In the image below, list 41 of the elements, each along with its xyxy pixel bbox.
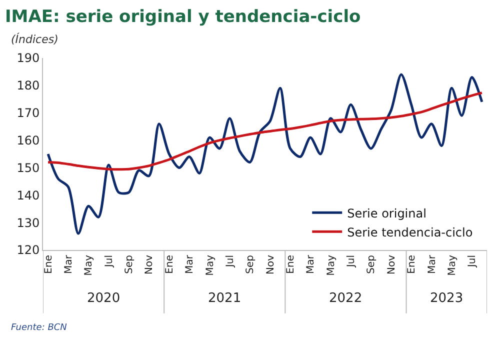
x-tick-label: May — [204, 254, 216, 276]
x-tick-label: Ene — [285, 255, 296, 274]
x-tick-label: Jul — [467, 255, 478, 268]
text: 2022 — [329, 291, 362, 306]
line-series — [46, 92, 484, 171]
x-tick-label: Ene — [164, 255, 176, 274]
x-tick-label: Mar — [306, 254, 317, 274]
y-tick-label: 180 — [16, 78, 40, 93]
x-tick-label: Nov — [144, 254, 156, 275]
x-tick-label: Nov — [386, 254, 398, 275]
text: 2023 — [430, 291, 464, 306]
x-tick-label: Jul — [346, 255, 358, 268]
x-tick-label: Mar — [184, 254, 196, 274]
y-tick-label: 150 — [16, 160, 40, 175]
x-tick-label: May — [84, 254, 95, 276]
y-tick-label: 170 — [16, 106, 40, 120]
x-tick-label: Sep — [124, 255, 136, 274]
x-tick-label: Ene — [43, 255, 54, 274]
text: 2020 — [87, 291, 120, 306]
x-tick-label: May — [446, 254, 458, 276]
y-tick-label: 160 — [16, 133, 40, 148]
source-note: Fuente: BCN — [11, 323, 68, 333]
x-tick-label: Sep — [245, 255, 256, 274]
x-tick-label: Mar — [63, 254, 74, 274]
y-tick-label: 120 — [16, 243, 40, 258]
legend-label: Serie original — [347, 206, 426, 220]
chart-subtitle: (Índices) — [11, 32, 58, 46]
y-tick-label: 190 — [16, 51, 40, 66]
x-tick-label: Mar — [426, 254, 438, 274]
legend-label: Serie tendencia-ciclo — [347, 225, 473, 240]
y-tick-label: 130 — [16, 216, 40, 230]
text: 2021 — [208, 291, 242, 306]
x-tick-label: Sep — [366, 255, 378, 274]
x-tick-label: Nov — [265, 254, 276, 275]
chart-title: IMAE: serie original y tendencia-ciclo — [4, 7, 361, 28]
x-tick-label: Jul — [104, 255, 115, 268]
x-tick-label: May — [326, 254, 337, 276]
x-tick-label: Ene — [406, 255, 418, 274]
x-tick-label: Jul — [224, 255, 236, 268]
y-tick-label: 140 — [16, 188, 40, 202]
line-series — [46, 73, 484, 235]
